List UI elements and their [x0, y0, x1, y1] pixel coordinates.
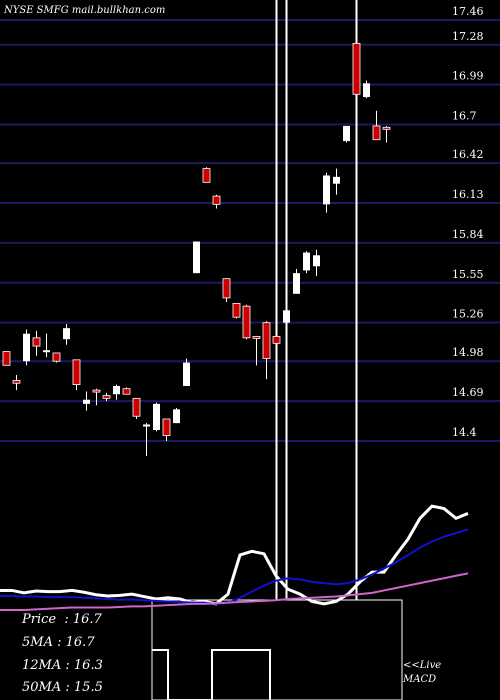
- candle-body: [143, 424, 150, 427]
- candle-body: [193, 241, 200, 274]
- y-tick-label: 16.13: [452, 188, 484, 201]
- ma5-value: 16.7: [65, 635, 95, 650]
- candle-body: [343, 125, 350, 142]
- candle-body: [2, 351, 11, 366]
- ma50-value: 15.5: [73, 680, 103, 695]
- candle-body: [333, 176, 340, 184]
- macd-series-line: [0, 504, 469, 606]
- candle-body: [32, 337, 41, 347]
- y-tick-label: 17.28: [452, 30, 484, 43]
- candle-body: [122, 388, 131, 395]
- candle-body: [382, 126, 391, 130]
- candle-body: [262, 322, 271, 359]
- candle-body: [252, 336, 261, 339]
- candle-body: [183, 362, 190, 386]
- candle-body: [242, 305, 251, 339]
- candle-body: [43, 350, 50, 353]
- candle-body: [153, 403, 160, 430]
- y-tick-label: 15.84: [452, 228, 484, 241]
- ma50-row: 50MA : 15.5: [22, 680, 103, 695]
- candle-body: [323, 175, 330, 205]
- candle-body: [232, 303, 241, 318]
- candle-body: [12, 380, 21, 384]
- candle-body: [372, 125, 381, 141]
- ma50-label: 50MA: [22, 680, 62, 695]
- candle-body: [283, 310, 290, 323]
- y-tick-label: 15.26: [452, 308, 484, 321]
- live-note: <<Live: [403, 660, 442, 671]
- y-tick-label: 14.98: [452, 346, 484, 359]
- candle-body: [63, 328, 70, 340]
- price-row: Price : 16.7: [22, 612, 102, 627]
- histogram-bars: [152, 649, 271, 700]
- candle-body: [363, 83, 370, 98]
- candle-body: [303, 252, 310, 271]
- price-value: 16.7: [72, 612, 102, 627]
- ma5-label: 5MA: [22, 635, 53, 650]
- candle-body: [23, 333, 30, 362]
- ma12-label: 12MA: [22, 658, 62, 673]
- macd-panel: [0, 504, 469, 700]
- candle-body: [92, 389, 101, 393]
- candle-body: [102, 395, 111, 399]
- candle-body: [352, 42, 361, 95]
- macd-series-line: [0, 528, 469, 605]
- candle-body: [83, 399, 90, 404]
- y-tick-label: 14.4: [452, 426, 477, 439]
- y-tick-label: 15.55: [452, 268, 484, 281]
- candle-body: [52, 352, 61, 362]
- y-tick-label: 17.46: [452, 5, 484, 18]
- macd-series-line: [0, 572, 469, 611]
- y-tick-label: 16.99: [452, 70, 484, 83]
- price-axis: 17.46 17.28 16.99 16.7 16.42 16.13 15.84 15.55 1…: [452, 5, 484, 439]
- y-tick-label: 16.42: [452, 148, 484, 161]
- candle-body: [173, 409, 180, 424]
- candle-body: [212, 195, 221, 205]
- price-label: Price: [22, 612, 57, 627]
- candle-body: [293, 273, 300, 294]
- ma12-value: 16.3: [73, 658, 103, 673]
- candle-body: [202, 168, 211, 183]
- macd-note: MACD: [403, 674, 437, 685]
- ma5-row: 5MA : 16.7: [22, 635, 95, 650]
- candles: [2, 36, 391, 457]
- y-tick-label: 16.7: [452, 110, 477, 123]
- candle-body: [162, 418, 171, 436]
- candle-body: [272, 336, 281, 344]
- candle-body: [222, 278, 231, 299]
- histogram-box: [151, 599, 403, 700]
- candle-body: [313, 255, 320, 267]
- y-tick-label: 14.69: [452, 386, 484, 399]
- ma12-row: 12MA : 16.3: [22, 658, 103, 673]
- candle-body: [132, 397, 141, 417]
- candle-body: [72, 359, 81, 385]
- candle-body: [113, 385, 120, 395]
- chart-watermark: NYSE SMFG mail.bullkhan.com: [4, 5, 166, 16]
